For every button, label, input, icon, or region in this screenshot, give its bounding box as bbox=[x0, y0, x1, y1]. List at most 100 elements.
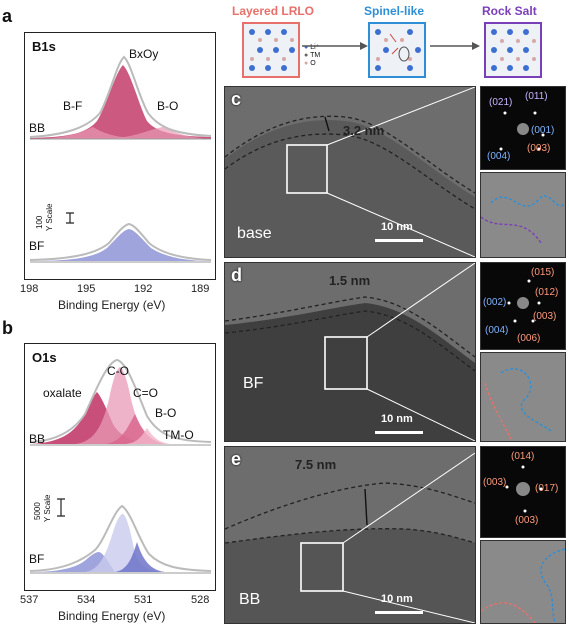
e-fft-0: (014) bbox=[511, 451, 535, 462]
bb-bf-peak bbox=[30, 127, 145, 139]
a-tick-3: 189 bbox=[191, 283, 210, 295]
panel-e-fft-pattern bbox=[505, 465, 543, 513]
a-tick-1: 195 bbox=[77, 283, 96, 295]
stage-rocksalt-label: Rock Salt bbox=[482, 4, 537, 18]
b-tick-3: 528 bbox=[191, 594, 210, 606]
c-fft-2: (001) bbox=[531, 125, 555, 136]
b-x-label: Binding Energy (eV) bbox=[58, 609, 166, 623]
d-fft-0: (015) bbox=[531, 267, 555, 278]
label-bxoy: BxOy bbox=[129, 47, 159, 61]
label-bo: B-O bbox=[157, 99, 179, 113]
panel-d-zoom bbox=[480, 352, 566, 442]
label-bo: B-O bbox=[155, 406, 177, 420]
b-tick-0: 537 bbox=[20, 594, 39, 606]
panel-e-scalebar: 10 nm bbox=[381, 593, 413, 605]
panel-c-sample: base bbox=[237, 225, 272, 242]
panel-d-sample: BF bbox=[243, 375, 264, 392]
lattice-legend: ● Li⁺ ● TM ● O bbox=[304, 44, 321, 67]
legend-li: Li⁺ bbox=[310, 44, 320, 51]
panel-e-tem: e 7.5 nm BB 10 nm bbox=[224, 446, 476, 624]
spinel-lattice bbox=[375, 29, 421, 71]
panel-d-thickness: 1.5 nm bbox=[329, 273, 371, 288]
d-fft-5: (006) bbox=[517, 333, 541, 344]
legend-tm: TM bbox=[310, 52, 321, 59]
d-fft-1: (002) bbox=[483, 297, 507, 308]
stage-layered-label: Layered LRLO bbox=[232, 4, 315, 18]
panel-d-letter: d bbox=[231, 265, 242, 285]
bb-co-peak bbox=[75, 367, 165, 444]
panel-c-fft-pattern bbox=[499, 111, 545, 151]
c-fft-0: (021) bbox=[489, 97, 513, 108]
panel-e-sample: BB bbox=[239, 591, 261, 608]
panel-a-plot: B1s BxOy B-F B-O BB BF 100 Y Scale bbox=[24, 32, 216, 280]
layered-lattice bbox=[249, 29, 295, 71]
bf-peak bbox=[30, 229, 211, 261]
label-oxalate: oxalate bbox=[43, 386, 82, 400]
scale-unit: Y Scale bbox=[45, 203, 54, 231]
bf-oxalate-peak bbox=[30, 552, 115, 572]
row-bb: BB bbox=[29, 432, 46, 446]
bb-oxalate-peak bbox=[30, 392, 155, 444]
bb-bxoy-peak bbox=[30, 65, 211, 139]
panel-b-letter: b bbox=[2, 318, 13, 338]
c-fft-1: (011) bbox=[525, 91, 548, 102]
bb-bo-peak bbox=[125, 428, 171, 444]
legend-o: O bbox=[310, 60, 316, 67]
d-fft-3: (003) bbox=[533, 311, 557, 322]
bb-bo-peak bbox=[105, 127, 211, 139]
panel-b-title: O1s bbox=[32, 350, 57, 365]
layered-cell bbox=[242, 22, 300, 78]
d-fft-2: (012) bbox=[535, 287, 559, 298]
panel-a-spectra bbox=[29, 55, 212, 263]
d-fft-4: (004) bbox=[485, 325, 509, 336]
panel-b-spectra bbox=[29, 358, 212, 574]
a-tick-2: 192 bbox=[134, 283, 153, 295]
panel-d-fft-pattern bbox=[507, 279, 541, 323]
panel-c-fft: (021) (011) (001) (004) (003) bbox=[480, 86, 566, 170]
e-fft-1: (003) bbox=[483, 477, 507, 488]
b-tick-1: 534 bbox=[77, 594, 96, 606]
scale-value: 100 bbox=[35, 215, 44, 229]
bf-co-peak bbox=[85, 514, 165, 572]
bb-ceo-peak bbox=[105, 414, 165, 444]
row-bf: BF bbox=[29, 552, 45, 566]
panel-c-zoom-lattice bbox=[481, 195, 565, 244]
panel-e-zoom bbox=[480, 540, 566, 624]
label-co: C-O bbox=[107, 364, 129, 378]
label-bf: B-F bbox=[63, 99, 83, 113]
rocksalt-cell bbox=[484, 22, 542, 78]
panel-c-tem: c 3.2 nm base 10 nm bbox=[224, 86, 476, 258]
panel-a-title: B1s bbox=[32, 39, 56, 54]
bf-ceo-peak bbox=[115, 542, 165, 572]
stage-spinel-label: Spinel-like bbox=[364, 4, 425, 18]
c-fft-4: (003) bbox=[527, 143, 551, 154]
arrow-2 bbox=[430, 42, 480, 50]
panel-d-tem: d 1.5 nm BF 10 nm bbox=[224, 262, 476, 442]
label-tmo: TM-O bbox=[163, 428, 194, 442]
scale-value: 5000 bbox=[33, 502, 42, 520]
label-ceo: C=O bbox=[133, 386, 159, 400]
arrow-1 bbox=[302, 42, 368, 50]
scale-unit: Y Scale bbox=[43, 494, 52, 522]
panel-d-surface bbox=[225, 263, 475, 441]
panel-e-zoom-lattice bbox=[481, 548, 565, 623]
panel-b-plot: O1s C-O oxalate C=O B-O TM-O BB BF 5000 … bbox=[24, 343, 216, 591]
a-tick-0: 198 bbox=[20, 283, 39, 295]
panel-e-thickness: 7.5 nm bbox=[295, 457, 337, 472]
panel-e-letter: e bbox=[231, 449, 242, 469]
panel-c-thickness: 3.2 nm bbox=[343, 123, 385, 138]
rocksalt-lattice bbox=[491, 29, 536, 71]
c-fft-3: (004) bbox=[487, 151, 511, 162]
a-x-label: Binding Energy (eV) bbox=[58, 298, 166, 312]
panel-a-letter: a bbox=[2, 6, 13, 26]
row-bf: BF bbox=[29, 239, 45, 253]
panel-e-surface bbox=[225, 452, 475, 623]
panel-c-letter: c bbox=[231, 89, 242, 109]
panel-d-scalebar: 10 nm bbox=[381, 413, 413, 425]
panel-c-surface bbox=[225, 87, 475, 257]
spinel-cell bbox=[368, 22, 426, 78]
panel-d-zoom-lattice bbox=[484, 368, 552, 440]
panel-d-fft: (015) (002) (012) (003) (004) (006) bbox=[480, 262, 566, 350]
e-fft-2: (017) bbox=[535, 483, 559, 494]
b-tick-2: 531 bbox=[134, 594, 153, 606]
